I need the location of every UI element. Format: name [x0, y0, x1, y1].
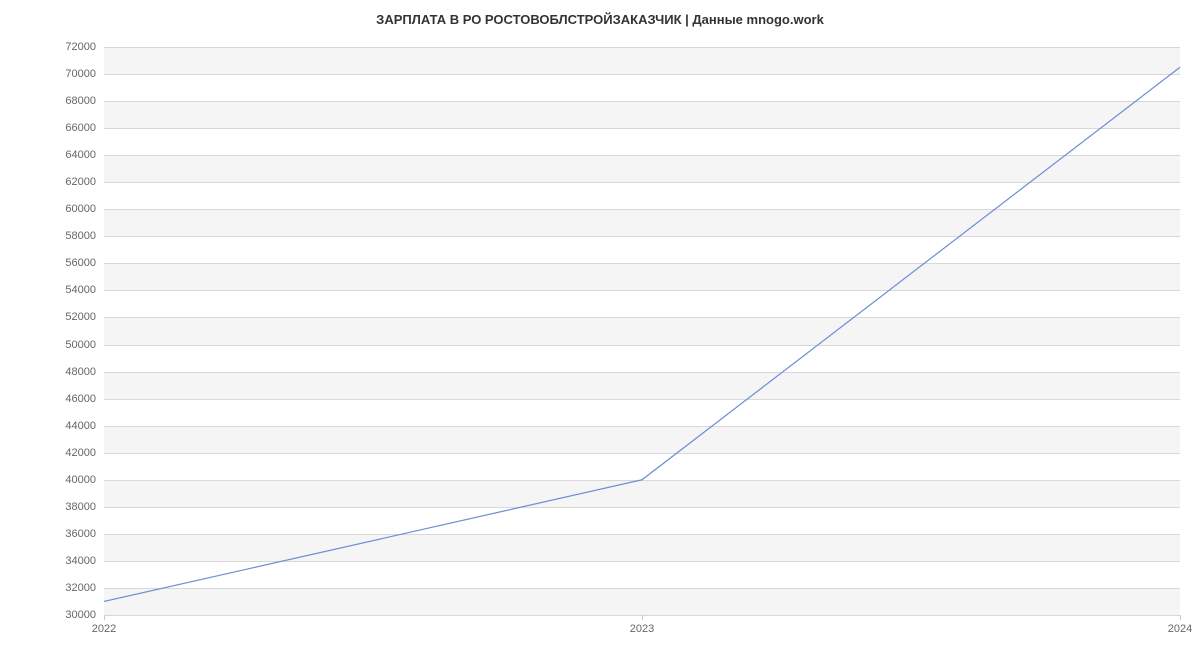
y-axis-label: 46000	[65, 393, 96, 405]
y-axis-label: 36000	[65, 528, 96, 540]
y-axis-label: 38000	[65, 501, 96, 513]
x-tick	[1180, 615, 1181, 620]
line-series	[104, 47, 1180, 615]
plot-area: 3000032000340003600038000400004200044000…	[104, 47, 1180, 615]
y-axis-label: 70000	[65, 68, 96, 80]
x-tick	[104, 615, 105, 620]
y-axis-label: 66000	[65, 122, 96, 134]
y-axis-label: 40000	[65, 474, 96, 486]
x-tick	[642, 615, 643, 620]
y-axis-label: 72000	[65, 41, 96, 53]
y-axis-label: 58000	[65, 230, 96, 242]
x-axis-label: 2024	[1168, 623, 1192, 635]
y-axis-label: 60000	[65, 203, 96, 215]
y-axis-label: 54000	[65, 284, 96, 296]
x-axis-label: 2022	[92, 623, 116, 635]
series-line	[104, 67, 1180, 601]
y-axis-label: 42000	[65, 447, 96, 459]
y-axis-label: 30000	[65, 609, 96, 621]
y-axis-label: 68000	[65, 95, 96, 107]
y-axis-label: 52000	[65, 311, 96, 323]
y-axis-label: 62000	[65, 176, 96, 188]
y-axis-label: 56000	[65, 257, 96, 269]
y-axis-label: 64000	[65, 149, 96, 161]
x-axis-label: 2023	[630, 623, 654, 635]
y-axis-label: 48000	[65, 366, 96, 378]
y-axis-label: 50000	[65, 339, 96, 351]
y-axis-label: 32000	[65, 582, 96, 594]
y-axis-label: 44000	[65, 420, 96, 432]
chart-container: ЗАРПЛАТА В РО РОСТОВОБЛСТРОЙЗАКАЗЧИК | Д…	[0, 0, 1200, 650]
y-axis-label: 34000	[65, 555, 96, 567]
chart-title: ЗАРПЛАТА В РО РОСТОВОБЛСТРОЙЗАКАЗЧИК | Д…	[0, 12, 1200, 27]
